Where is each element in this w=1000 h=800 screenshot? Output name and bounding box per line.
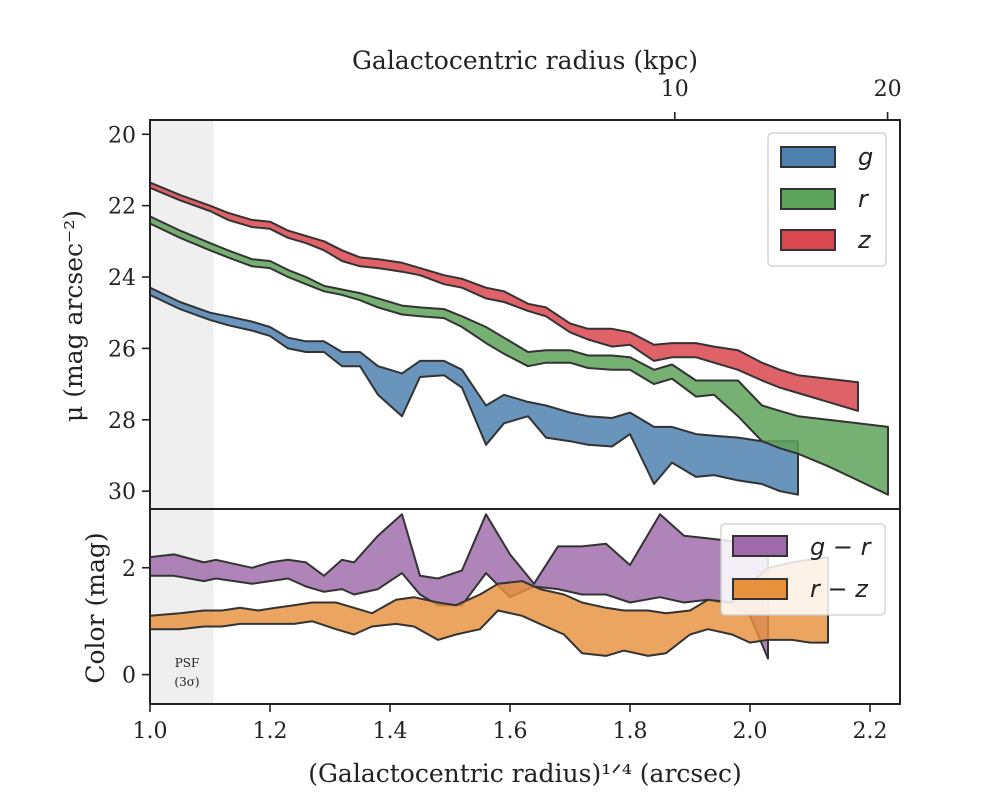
bottom-x-tick-label: 1.2 — [253, 719, 288, 744]
top-y-tick-label: 30 — [108, 480, 136, 505]
legend-swatch-z — [780, 229, 836, 251]
top-x-axis-kpc: 1020305075100150 — [661, 77, 902, 120]
psf-sigma-label: (3σ) — [174, 675, 199, 689]
legend-swatch-r — [780, 188, 836, 210]
band-r — [150, 215, 889, 496]
legend-label-g-r: g − r — [810, 533, 873, 561]
band-r-z — [150, 556, 829, 657]
legend-swatch-r-z — [732, 578, 788, 600]
bottom-x-tick-label: 2.2 — [853, 719, 888, 744]
top-x-tick-label: 10 — [661, 77, 689, 102]
bottom-x-tick-label: 2.0 — [733, 719, 768, 744]
top-y-tick-label: 26 — [108, 337, 136, 362]
legend-swatch-g-r — [732, 535, 788, 557]
top-y-tick-label: 20 — [108, 123, 136, 148]
legend-swatch-g — [780, 146, 836, 168]
bottom-x-axis-title: (Galactocentric radius)¹ᐟ⁴ (arcsec) — [308, 759, 742, 788]
top-y-tick-label: 24 — [108, 266, 136, 291]
band-z — [150, 181, 859, 412]
bottom-y-tick-label: 0 — [122, 664, 136, 689]
top-panel-bands — [150, 181, 889, 496]
bottom-y-tick-label: 2 — [122, 557, 136, 582]
psf-shade-bottom — [150, 509, 214, 704]
bottom-x-tick-label: 1.0 — [133, 719, 168, 744]
legend-label-r: r — [858, 185, 870, 213]
top-x-axis-title: Galactocentric radius (kpc) — [352, 46, 698, 75]
psf-label: PSF — [175, 656, 200, 670]
bottom-y-axis: 02 — [122, 557, 150, 689]
bottom-y-axis-title: Color (mag) — [81, 532, 110, 683]
top-legend: g r z — [767, 132, 887, 267]
legend-label-z: z — [857, 226, 872, 254]
top-y-tick-label: 28 — [108, 409, 136, 434]
bottom-panel-bands — [150, 513, 829, 660]
top-y-axis-title: μ (mag arcsec⁻²) — [59, 210, 88, 422]
bottom-legend: g − r r − z — [720, 523, 886, 616]
band-g — [150, 286, 799, 496]
top-y-axis: 20 22 24 26 28 30 — [108, 123, 150, 505]
bottom-x-axis: 1.0 1.2 1.4 1.6 1.8 2.0 2.2 — [133, 704, 888, 744]
legend-label-g: g — [858, 143, 873, 171]
bottom-x-tick-label: 1.8 — [613, 719, 648, 744]
top-y-tick-label: 22 — [108, 195, 136, 220]
legend-label-r-z: r − z — [810, 575, 869, 603]
bottom-x-tick-label: 1.4 — [373, 719, 408, 744]
top-x-tick-label: 20 — [874, 77, 902, 102]
bottom-panel-frame — [149, 508, 901, 705]
band-g-r — [150, 513, 769, 660]
bottom-x-tick-label: 1.6 — [493, 719, 528, 744]
